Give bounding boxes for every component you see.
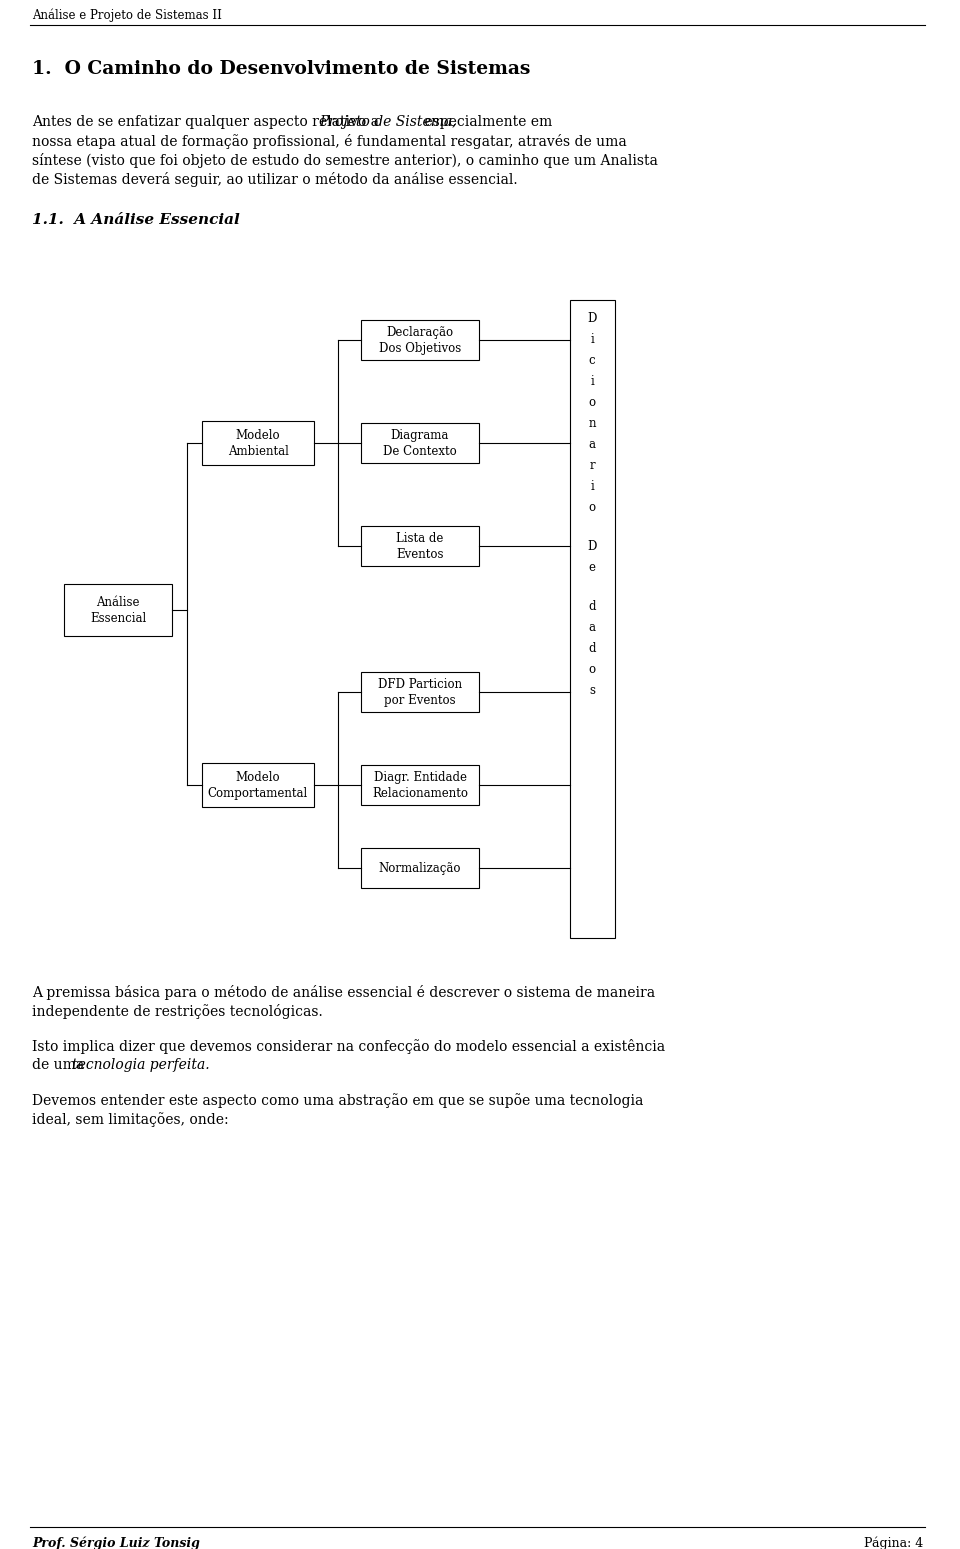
Text: d: d (588, 599, 596, 612)
Text: Modelo
Comportamental: Modelo Comportamental (208, 770, 308, 799)
Text: Projeto de Sistema,: Projeto de Sistema, (320, 115, 457, 129)
Text: 1.  O Caminho do Desenvolvimento de Sistemas: 1. O Caminho do Desenvolvimento de Siste… (32, 60, 530, 77)
Bar (569, 301, 614, 939)
Text: DFD Particion
por Eventos: DFD Particion por Eventos (378, 677, 462, 706)
Text: a: a (588, 437, 595, 451)
Text: especialmente em: especialmente em (420, 115, 552, 129)
Text: de Sistemas deverá seguir, ao utilizar o método da análise essencial.: de Sistemas deverá seguir, ao utilizar o… (32, 172, 517, 187)
Text: o: o (588, 395, 595, 409)
Bar (202, 421, 314, 465)
Text: c: c (588, 353, 595, 367)
Text: nossa etapa atual de formação profissional, é fundamental resgatar, através de u: nossa etapa atual de formação profission… (32, 135, 627, 149)
Bar (361, 765, 479, 805)
Text: i: i (590, 480, 594, 493)
Text: Declaração
Dos Objetivos: Declaração Dos Objetivos (379, 325, 461, 355)
Bar (361, 527, 479, 565)
Text: Lista de
Eventos: Lista de Eventos (396, 531, 444, 561)
Text: Modelo
Ambiental: Modelo Ambiental (228, 429, 288, 457)
Text: Diagrama
De Contexto: Diagrama De Contexto (383, 429, 457, 457)
Text: Prof. Sérgio Luiz Tonsig: Prof. Sérgio Luiz Tonsig (32, 1537, 200, 1549)
Bar (361, 672, 479, 713)
Text: ideal, sem limitações, onde:: ideal, sem limitações, onde: (32, 1112, 228, 1126)
Text: Antes de se enfatizar qualquer aspecto relativo a: Antes de se enfatizar qualquer aspecto r… (32, 115, 383, 129)
Text: n: n (588, 417, 596, 429)
Text: D: D (588, 539, 597, 553)
Text: D: D (588, 311, 597, 324)
Text: r: r (589, 459, 595, 471)
Text: o: o (588, 500, 595, 514)
Text: Análise
Essencial: Análise Essencial (90, 595, 146, 624)
Text: independente de restrições tecnológicas.: independente de restrições tecnológicas. (32, 1004, 323, 1019)
Text: Devemos entender este aspecto como uma abstração em que se supõe uma tecnologia: Devemos entender este aspecto como uma a… (32, 1094, 643, 1108)
Text: e: e (588, 561, 595, 573)
Text: Análise e Projeto de Sistemas II: Análise e Projeto de Sistemas II (32, 8, 222, 22)
Text: de uma: de uma (32, 1058, 88, 1072)
Text: s: s (589, 683, 595, 697)
Text: a: a (588, 621, 595, 634)
Text: i: i (590, 375, 594, 387)
Text: Página: 4: Página: 4 (864, 1537, 923, 1549)
Bar (361, 423, 479, 463)
Text: 1.1.  A Análise Essencial: 1.1. A Análise Essencial (32, 214, 240, 228)
Text: síntese (visto que foi objeto de estudo do semestre anterior), o caminho que um : síntese (visto que foi objeto de estudo … (32, 153, 658, 167)
Text: Isto implica dizer que devemos considerar na confecção do modelo essencial a exi: Isto implica dizer que devemos considera… (32, 1039, 665, 1053)
Bar (361, 321, 479, 359)
Bar (361, 847, 479, 888)
Text: tecnologia perfeita.: tecnologia perfeita. (72, 1058, 210, 1072)
Text: Diagr. Entidade
Relacionamento: Diagr. Entidade Relacionamento (372, 770, 468, 799)
Text: Normalização: Normalização (379, 861, 461, 875)
Bar (202, 764, 314, 807)
Text: d: d (588, 641, 596, 655)
Text: o: o (588, 663, 595, 675)
Text: A premissa básica para o método de análise essencial é descrever o sistema de ma: A premissa básica para o método de análi… (32, 985, 655, 1001)
Text: i: i (590, 333, 594, 345)
Bar (64, 584, 172, 637)
